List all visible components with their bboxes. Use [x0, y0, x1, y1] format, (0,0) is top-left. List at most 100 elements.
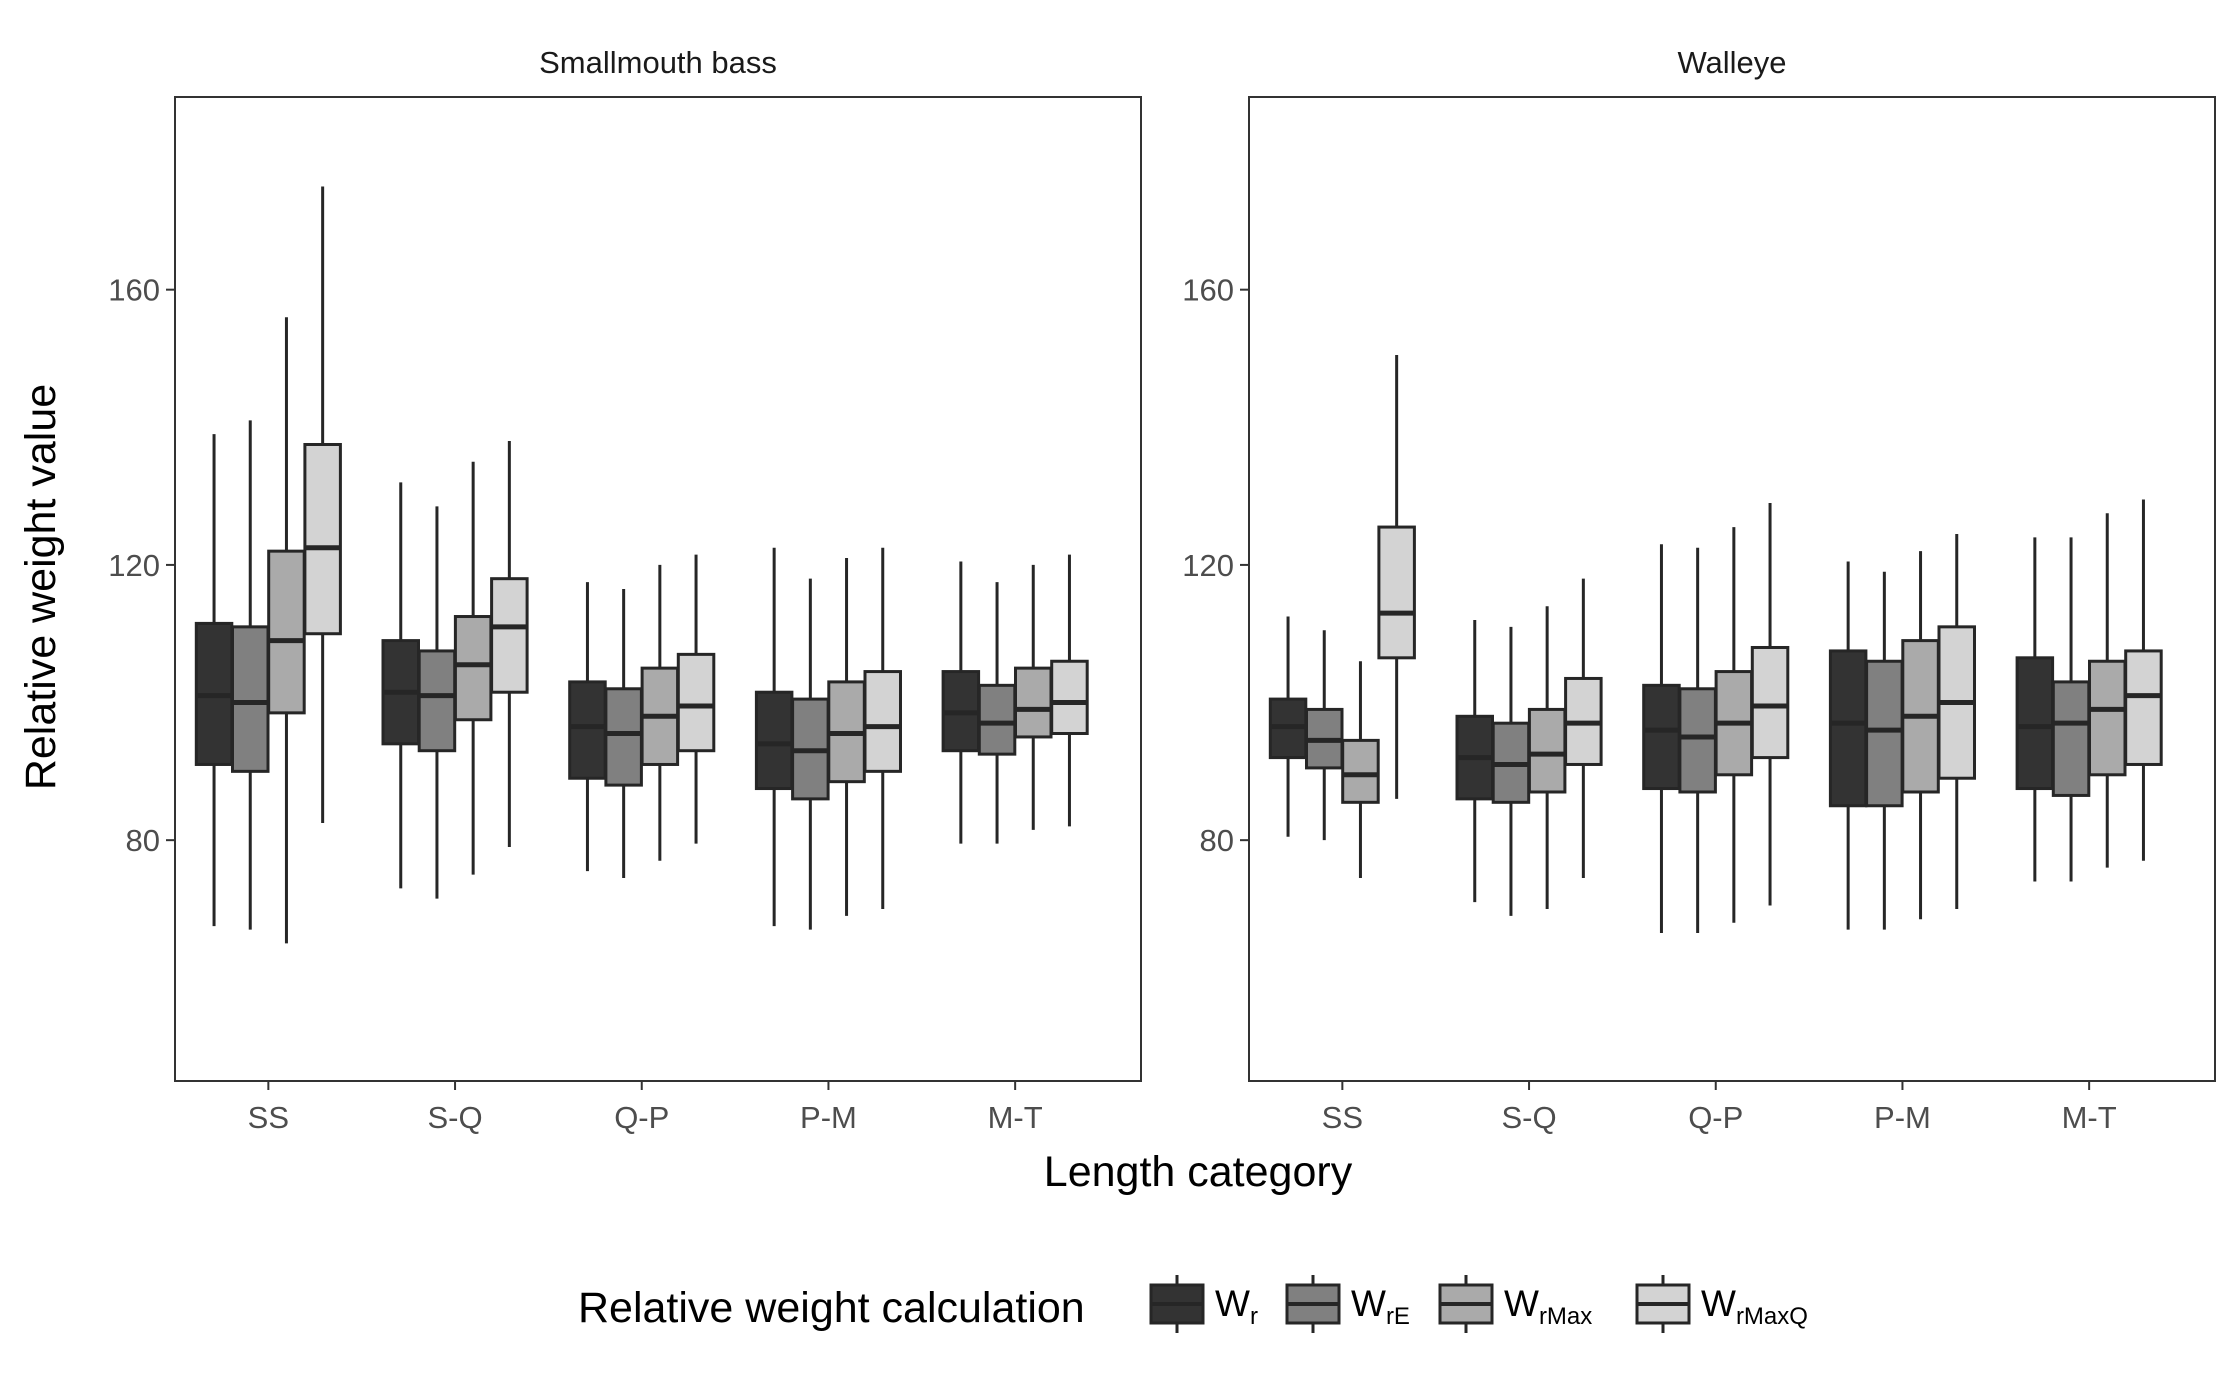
box-WrMax	[453, 461, 493, 875]
box-WrE	[417, 506, 457, 899]
box-Wr	[1642, 544, 1681, 934]
x-tick-label: SS	[248, 1100, 289, 1135]
box-body	[303, 442, 342, 636]
box-WrMaxQ	[303, 186, 342, 823]
box-WrMax	[1341, 661, 1380, 879]
box-Wr	[2015, 537, 2055, 882]
box-WrMaxQ	[490, 441, 529, 848]
box-WrMax	[1527, 606, 1567, 909]
legend-entry: WrMax	[1438, 1275, 1592, 1333]
box-WrMax	[1014, 564, 1053, 830]
box-WrE	[2051, 537, 2091, 882]
box-WrMax	[640, 564, 680, 861]
box-WrMaxQ	[1564, 578, 1603, 879]
box-body	[2015, 656, 2055, 791]
box-body	[604, 687, 643, 787]
box-body	[863, 670, 902, 773]
box-Wr	[1268, 616, 1308, 837]
box-body	[676, 652, 716, 753]
box-body	[490, 577, 529, 694]
facet-panel: Smallmouth bass 80 120 160 SS S-Q Q-P P-M M-T	[108, 45, 1142, 1135]
box-body	[453, 615, 493, 722]
box-body	[1527, 707, 1567, 794]
legend-entry: WrE	[1285, 1275, 1410, 1333]
box-Wr	[754, 547, 794, 927]
facet-title: Walleye	[1677, 45, 1786, 80]
box-body	[977, 683, 1017, 756]
x-tick-label: SS	[1322, 1100, 1363, 1135]
legend-entry: WrMaxQ	[1635, 1275, 1808, 1333]
box-Wr	[941, 561, 981, 844]
y-tick-label: 80	[126, 823, 160, 858]
box-body	[2051, 680, 2091, 797]
box-WrE	[231, 420, 270, 930]
box-body	[1014, 666, 1053, 739]
y-tick-label: 120	[1182, 548, 1234, 583]
box-WrE	[1491, 626, 1531, 916]
x-tick-label: M-T	[2062, 1100, 2117, 1135]
y-tick-label: 160	[1182, 273, 1234, 308]
box-Wr	[1828, 561, 1868, 930]
box-body	[417, 649, 457, 753]
box-WrE	[1865, 571, 1904, 930]
box-body	[2124, 649, 2163, 766]
box-body	[1865, 659, 1904, 808]
box-WrMaxQ	[676, 554, 716, 844]
box-body	[1377, 525, 1416, 660]
box-WrMaxQ	[1750, 502, 1790, 906]
x-tick-label: Q-P	[1688, 1100, 1743, 1135]
x-tick-label: Q-P	[614, 1100, 669, 1135]
box-body	[1050, 659, 1089, 736]
box-body	[1678, 687, 1717, 794]
box-WrMax	[1901, 551, 1940, 920]
legend-entry: Wr	[1149, 1275, 1258, 1333]
x-tick-label: P-M	[800, 1100, 857, 1135]
box-Wr	[194, 434, 234, 927]
box-WrMax	[2088, 513, 2127, 868]
legend-label: Wr	[1215, 1283, 1258, 1330]
box-body	[267, 549, 306, 715]
box-body	[1750, 645, 1790, 760]
facet-panel: Walleye 80 120 160 SS S-Q Q-P P-M M-T	[1182, 45, 2216, 1135]
panel-border	[1248, 96, 2216, 1082]
x-tick-label: P-M	[1874, 1100, 1931, 1135]
y-tick-label: 160	[108, 273, 160, 308]
box-WrMax	[1714, 527, 1754, 923]
legend-title: Relative weight calculation	[578, 1284, 1085, 1332]
box-WrMaxQ	[1377, 355, 1416, 799]
box-body	[2088, 659, 2127, 777]
legend-label: WrMax	[1504, 1283, 1592, 1330]
box-Wr	[381, 482, 420, 889]
box-body	[1642, 683, 1681, 791]
box-WrE	[604, 589, 643, 879]
box-WrE	[977, 582, 1017, 844]
box-WrMax	[267, 317, 306, 944]
y-tick-label: 80	[1200, 823, 1234, 858]
box-WrMaxQ	[1050, 554, 1089, 827]
box-WrMaxQ	[2124, 499, 2163, 861]
facet-title: Smallmouth bass	[539, 45, 777, 80]
y-tick-label: 120	[108, 548, 160, 583]
box-body	[568, 680, 607, 780]
x-tick-label: S-Q	[1501, 1100, 1556, 1135]
box-WrE	[1305, 630, 1344, 841]
box-body	[1828, 649, 1868, 808]
x-axis-title: Length category	[1044, 1148, 1353, 1196]
box-WrMax	[827, 558, 866, 916]
legend-label: WrMaxQ	[1701, 1283, 1808, 1330]
box-Wr	[568, 582, 607, 872]
box-WrE	[1678, 547, 1717, 934]
box-WrMaxQ	[863, 547, 902, 909]
legend-label: WrE	[1351, 1283, 1410, 1330]
box-body	[754, 690, 794, 791]
legend: Wr WrE WrMax WrMaxQ	[1149, 1275, 1808, 1333]
box-body	[1341, 738, 1380, 804]
box-WrMaxQ	[1937, 533, 1976, 909]
x-tick-label: S-Q	[427, 1100, 482, 1135]
box-body	[231, 625, 270, 773]
box-Wr	[1455, 619, 1494, 903]
y-axis-title: Relative weight value	[17, 384, 65, 790]
box-WrE	[791, 578, 830, 930]
